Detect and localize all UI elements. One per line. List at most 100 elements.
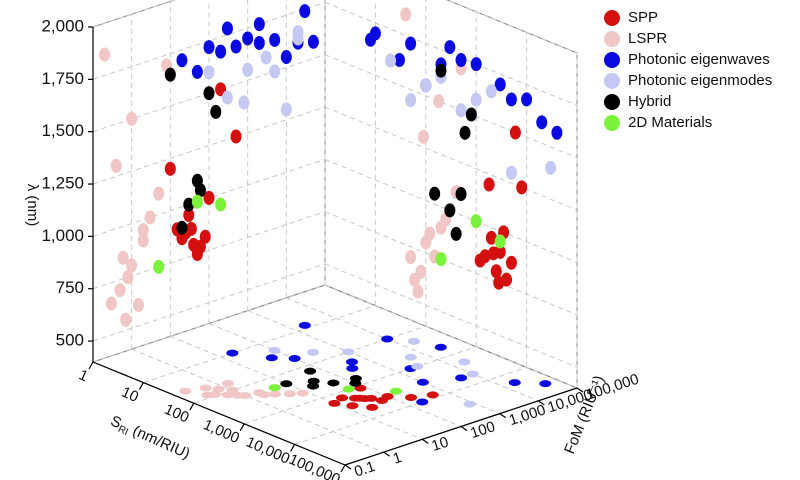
floor-point xyxy=(407,337,420,345)
tick-mark xyxy=(340,464,346,473)
grid-line xyxy=(170,335,423,440)
floor-point xyxy=(307,348,320,356)
right-wall-point xyxy=(444,203,456,218)
left-wall-point xyxy=(191,194,203,209)
right-wall-point xyxy=(545,160,557,175)
floor-point xyxy=(265,354,278,362)
floor-point xyxy=(416,378,429,386)
left-wall-point xyxy=(110,158,122,173)
left-wall-point xyxy=(215,44,227,59)
floor-point xyxy=(208,391,221,399)
right-wall-point xyxy=(400,7,412,22)
x-label-sub: RI xyxy=(116,424,130,438)
right-wall-point xyxy=(385,53,397,68)
right-wall-point xyxy=(393,52,405,67)
right-wall-point xyxy=(455,187,467,202)
tick-mark xyxy=(383,451,390,457)
z-tick-label: 1,500 xyxy=(41,121,84,140)
right-wall-point xyxy=(505,92,517,107)
y-tick-label: 1,000 xyxy=(507,401,548,429)
legend-label: Photonic eigenwaves xyxy=(628,51,770,68)
floor-point xyxy=(258,391,271,399)
left-wall-point xyxy=(253,17,265,32)
left-wall-point xyxy=(120,312,132,327)
grid-line xyxy=(131,348,384,453)
floor-point xyxy=(345,358,358,366)
right-wall-point xyxy=(429,186,441,201)
left-wall-point xyxy=(292,31,304,46)
right-wall-point xyxy=(505,255,517,270)
left-wall-point xyxy=(260,50,272,65)
floor-point xyxy=(298,321,311,329)
right-wall-point xyxy=(433,94,445,109)
left-wall-point xyxy=(105,296,117,311)
floor-point xyxy=(365,394,378,402)
floor-point xyxy=(179,387,192,395)
z-tick-label: 1,250 xyxy=(41,174,84,193)
left-wall-point xyxy=(153,186,165,201)
tick-mark xyxy=(88,361,94,370)
y-axis-label: FoM (RIU⁻¹) xyxy=(561,373,608,456)
right-wall-point xyxy=(405,36,417,51)
right-wall-point xyxy=(536,115,548,130)
right-wall-point xyxy=(509,125,521,140)
floor-point xyxy=(222,380,235,388)
left-wall-point xyxy=(230,129,242,144)
right-wall-point xyxy=(494,234,506,249)
z-tick-label: 500 xyxy=(56,331,84,350)
left-wall-point xyxy=(117,250,129,265)
floor-point xyxy=(268,390,281,398)
left-wall-point xyxy=(203,190,215,205)
left-wall-point xyxy=(132,298,144,313)
floor-point xyxy=(404,353,417,361)
right-wall-point xyxy=(516,180,528,195)
left-wall-point xyxy=(221,90,233,105)
left-wall-point xyxy=(215,197,227,212)
z-tick-label: 1,750 xyxy=(41,69,84,88)
left-wall-point xyxy=(99,47,111,62)
legend-label: 2D Materials xyxy=(628,114,712,131)
x-label-rest: (nm/RIU) xyxy=(126,421,192,463)
grid-line xyxy=(92,106,326,185)
legend-marker xyxy=(604,10,620,26)
left-wall-point xyxy=(183,208,195,223)
y-tick-label: 100 xyxy=(468,418,497,442)
floor-point xyxy=(389,387,402,395)
left-wall-point xyxy=(269,64,281,79)
left-wall-point xyxy=(210,104,222,119)
x-tick-label: 100 xyxy=(162,401,192,427)
grid-line xyxy=(324,284,578,389)
legend-marker xyxy=(604,73,620,89)
floor-point xyxy=(366,403,379,411)
floor-point xyxy=(199,384,212,392)
left-wall-point xyxy=(176,220,188,235)
left-wall-point xyxy=(253,35,265,50)
grid-line xyxy=(324,54,578,159)
floor-point xyxy=(405,393,418,401)
floor-point xyxy=(508,379,521,387)
grid-line xyxy=(324,211,578,316)
legend-marker xyxy=(604,31,620,47)
tick-mark xyxy=(538,400,545,406)
legend-label: Photonic eigenmodes xyxy=(628,72,772,89)
floor-point xyxy=(239,392,252,400)
left-wall-point xyxy=(191,247,203,262)
left-wall-point xyxy=(137,233,149,248)
floor-point xyxy=(411,362,424,370)
floor-point xyxy=(307,382,320,390)
right-wall-point xyxy=(483,177,495,192)
right-wall-point xyxy=(459,125,471,140)
right-wall-point xyxy=(493,275,505,290)
left-wall-point xyxy=(164,161,176,176)
left-wall-point xyxy=(230,39,242,54)
tick-mark xyxy=(344,464,352,470)
x-tick-label: 100,000 xyxy=(286,451,342,480)
tick-mark xyxy=(239,423,245,432)
floor-point xyxy=(426,391,439,399)
floor-point xyxy=(304,367,317,375)
left-wall-point xyxy=(191,64,203,79)
left-wall-point xyxy=(242,31,254,46)
right-wall-point xyxy=(465,107,477,122)
left-wall-point xyxy=(126,258,138,273)
tick-mark xyxy=(290,444,296,452)
